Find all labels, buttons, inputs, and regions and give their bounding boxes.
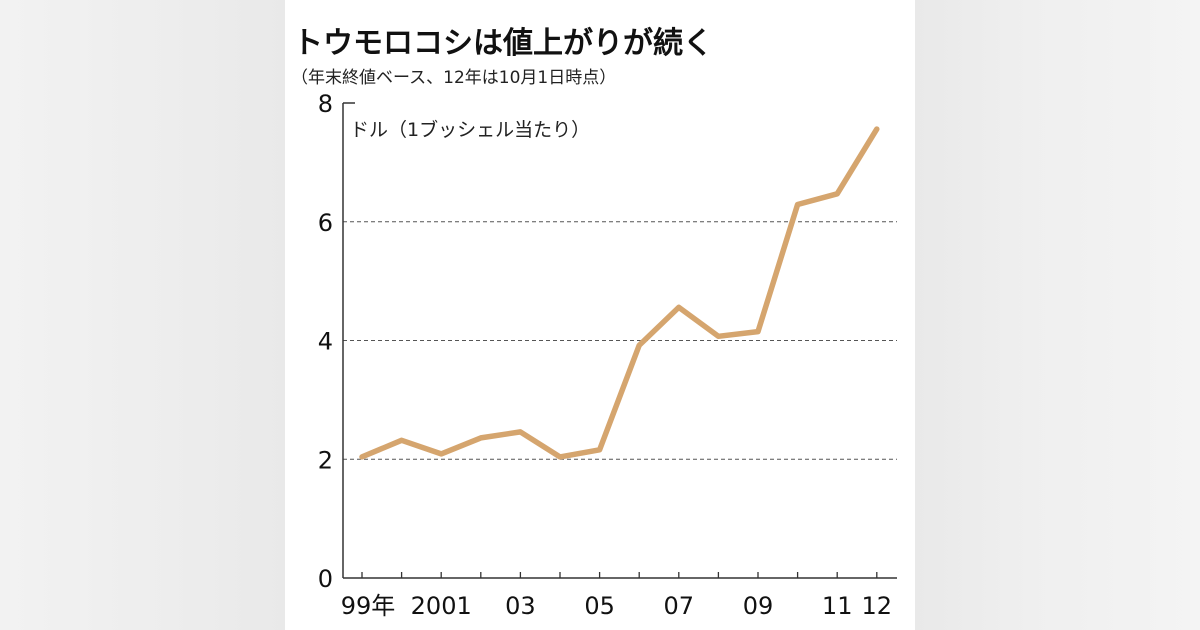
data-point (359, 454, 365, 460)
y-tick-label: 4 (318, 328, 333, 356)
y-tick-label: 2 (318, 446, 333, 474)
chart-panel: トウモロコシは値上がりが続く （年末終値ベース、12年は10月1日時点） ドル（… (285, 0, 915, 630)
left-background (0, 0, 285, 630)
data-point (399, 438, 404, 443)
data-point (637, 343, 642, 348)
y-tick-label: 0 (318, 565, 333, 593)
data-point (835, 191, 840, 197)
x-tick-label: 11 (822, 592, 853, 620)
data-point (676, 305, 681, 310)
line-chart: 0 2 4 6 8 99年 2001 03 05 07 09 11 12 (318, 90, 897, 620)
data-point (557, 454, 563, 460)
x-tick-label: 03 (505, 592, 536, 620)
y-tick-label: 6 (318, 209, 333, 237)
x-tick-label: 05 (584, 592, 615, 620)
data-point (874, 126, 879, 132)
data-point (795, 202, 800, 207)
data-point (755, 329, 761, 334)
x-tick-label: 09 (743, 592, 774, 620)
y-axis-unit-label: ドル（1ブッシェル当たり） (350, 119, 591, 141)
x-tick-label: 2001 (411, 592, 472, 620)
x-tick-label: 07 (664, 592, 695, 620)
data-point (716, 334, 721, 339)
data-point (478, 435, 483, 441)
data-point (597, 447, 602, 452)
data-point (518, 429, 523, 435)
x-tick-label: 12 (862, 592, 893, 620)
right-background (915, 0, 1200, 630)
x-tick-label: 99年 (341, 592, 396, 620)
y-tick-label: 8 (318, 90, 333, 118)
chart-title: トウモロコシは値上がりが続く (293, 26, 713, 61)
chart-subtitle: （年末終値ベース、12年は10月1日時点） (291, 68, 617, 88)
data-point (439, 451, 444, 457)
series-line (359, 126, 880, 460)
